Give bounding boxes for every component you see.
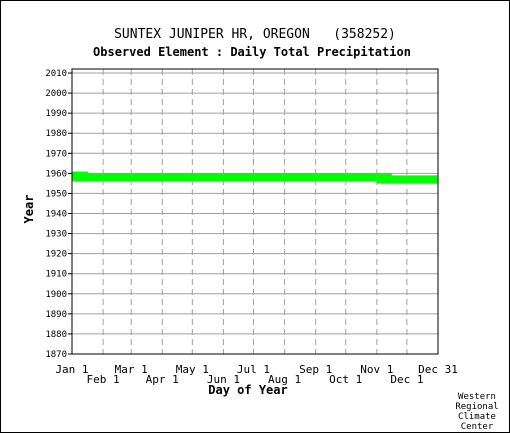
y-tick-label: 1880	[45, 330, 67, 340]
credit-line-1: Western	[458, 392, 496, 402]
x-axis-label: Day of Year	[208, 383, 287, 397]
y-tick-label: 1900	[45, 290, 67, 300]
y-tick-label: 1920	[45, 250, 67, 260]
x-tick-label: Dec 1	[390, 373, 423, 386]
y-tick-label: 1890	[45, 310, 67, 320]
observation-band	[376, 173, 392, 184]
y-tick-label: 1950	[45, 189, 67, 199]
y-tick-label: 1960	[45, 169, 67, 179]
credit-line-3: Climate	[458, 412, 496, 422]
x-tick-label: Apr 1	[146, 373, 179, 386]
credit-line-2: Regional	[455, 402, 498, 412]
x-tick-label: Nov 1	[360, 363, 393, 376]
credit-line-4: Center	[461, 422, 494, 432]
x-tick-label: Oct 1	[329, 373, 362, 386]
x-tick-label: Dec 31	[418, 363, 458, 376]
plot-border	[71, 68, 439, 355]
y-tick-label: 1970	[45, 149, 67, 159]
x-tick-labels: Jan 1 Mar 1 May 1 Jul 1 Sep 1 Nov 1 Dec 31 Feb …	[55, 363, 457, 386]
y-tick-label: 1930	[45, 230, 67, 240]
chart-subtitle: Observed Element : Daily Total Precipita…	[93, 45, 411, 59]
observation-band	[391, 175, 438, 184]
credit-block: Western Regional Climate Center	[455, 392, 498, 432]
x-tick-label: Sep 1	[299, 363, 332, 376]
chart-title: SUNTEX JUNIPER HR, OREGON (358252)	[114, 27, 396, 42]
x-tick-label: May 1	[176, 363, 209, 376]
x-tick-label: Jun 1	[207, 373, 240, 386]
observation-band	[72, 171, 89, 182]
y-tick-label: 1910	[45, 270, 67, 280]
x-tick-label: Mar 1	[115, 363, 148, 376]
y-tick-label: 2010	[45, 69, 67, 79]
y-tick-label: 1990	[45, 109, 67, 119]
x-tick-label: Jul 1	[237, 363, 270, 376]
y-tick-label: 1870	[45, 350, 67, 360]
y-tick-label: 1940	[45, 210, 67, 220]
x-tick-label: Jan 1	[55, 363, 88, 376]
x-tick-label: Feb 1	[87, 373, 120, 386]
x-tick-label: Aug 1	[268, 373, 301, 386]
y-tick-labels: 1870 1880 1890 1900 1910 1920 1930 1940 1950 1960…	[45, 69, 72, 360]
y-tick-label: 1980	[45, 129, 67, 139]
y-tick-label: 2000	[45, 89, 67, 99]
data-series	[72, 171, 438, 184]
observation-band	[88, 173, 377, 182]
y-axis-label: Year	[22, 195, 36, 224]
plot-area	[72, 69, 438, 354]
